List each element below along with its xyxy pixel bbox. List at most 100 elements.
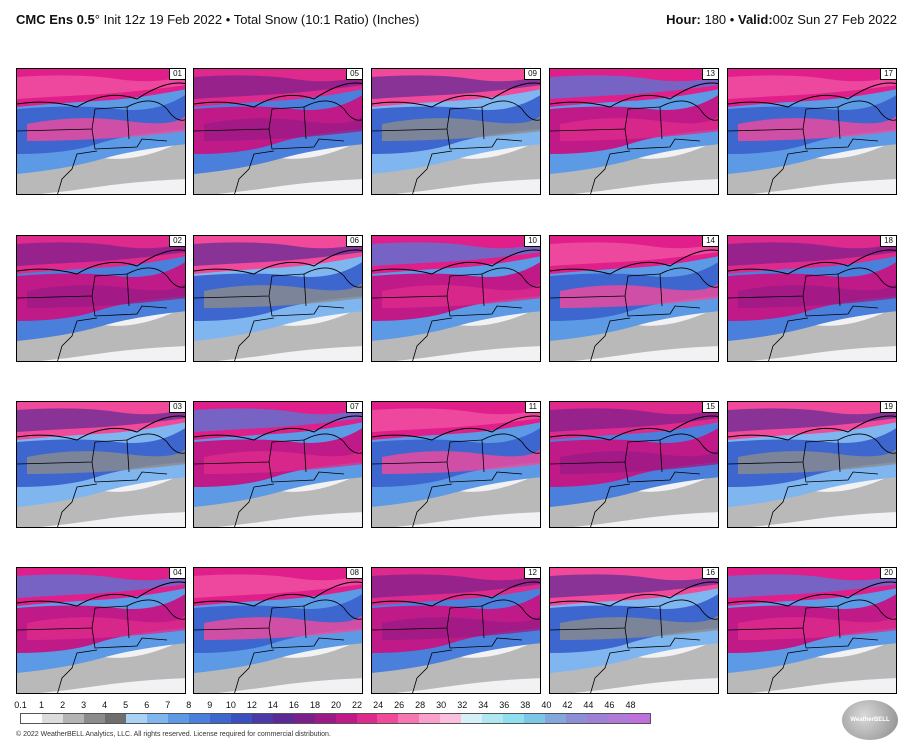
snowfall-map <box>728 236 896 361</box>
colorbar-tick-label: 34 <box>478 700 489 710</box>
colorbar-swatch <box>230 714 252 723</box>
snowfall-map <box>17 236 185 361</box>
snowfall-map <box>194 69 362 194</box>
weatherbell-logo: WeatherBELL <box>842 700 898 740</box>
degree-symbol: ° <box>94 12 100 27</box>
colorbar-tick-label: 8 <box>186 700 192 710</box>
colorbar-swatch <box>356 714 378 723</box>
member-number-label: 05 <box>346 69 362 80</box>
bullet-separator: • <box>225 12 231 27</box>
colorbar-tick-label: 6 <box>144 700 150 710</box>
ensemble-member-panel: 14 <box>549 235 719 362</box>
ensemble-member-panel: 16 <box>549 567 719 694</box>
member-number-label: 20 <box>880 568 896 579</box>
colorbar-swatch <box>293 714 315 723</box>
snowfall-map <box>194 568 362 693</box>
ensemble-member-panel: 09 <box>371 68 541 195</box>
chart-title: CMC Ens 0.5° Init 12z 19 Feb 2022 • Tota… <box>16 12 419 27</box>
colorbar-tick-label: 44 <box>583 700 594 710</box>
colorbar-swatch <box>188 714 210 723</box>
colorbar-swatch <box>461 714 483 723</box>
colorbar-swatch <box>62 714 84 723</box>
member-number-label: 06 <box>346 236 362 247</box>
ensemble-member-panel: 13 <box>549 68 719 195</box>
valid-value: 00z Sun 27 Feb 2022 <box>772 12 897 27</box>
member-number-label: 17 <box>880 69 896 80</box>
colorbar-tick-label: 22 <box>352 700 363 710</box>
colorbar-tick-label: 1 <box>39 700 45 710</box>
colorbar-swatch <box>524 714 546 723</box>
colorbar-tick-label: 2 <box>60 700 66 710</box>
snowfall-map <box>194 236 362 361</box>
snowfall-map <box>372 236 540 361</box>
ensemble-member-panel: 02 <box>16 235 186 362</box>
colorbar-swatch <box>587 714 609 723</box>
colorbar-tick-label: 18 <box>309 700 320 710</box>
colorbar-swatch <box>566 714 588 723</box>
colorbar-tick-label: 46 <box>604 700 615 710</box>
init-time: Init 12z 19 Feb 2022 <box>103 12 223 27</box>
colorbar-tick-label: 36 <box>499 700 510 710</box>
colorbar-swatch <box>482 714 504 723</box>
ensemble-member-panel: 07 <box>193 401 363 528</box>
ensemble-member-panel: 11 <box>371 401 541 528</box>
member-number-label: 19 <box>880 402 896 413</box>
colorbar-tick-label: 0.1 <box>14 700 27 710</box>
model-name: CMC Ens 0.5 <box>16 12 95 27</box>
ensemble-member-panel: 18 <box>727 235 897 362</box>
member-number-label: 02 <box>169 236 185 247</box>
colorbar-tick-label: 42 <box>562 700 573 710</box>
member-number-label: 07 <box>346 402 362 413</box>
colorbar-swatch <box>21 714 42 723</box>
colorbar-swatch <box>377 714 399 723</box>
ensemble-member-panel: 15 <box>549 401 719 528</box>
valid-label: Valid: <box>737 12 773 27</box>
member-number-label: 03 <box>169 402 185 413</box>
ensemble-member-panel: 06 <box>193 235 363 362</box>
colorbar-tick-label: 20 <box>331 700 342 710</box>
product-name: Total Snow (10:1 Ratio) (Inches) <box>233 12 420 27</box>
colorbar-swatch <box>167 714 189 723</box>
colorbar-swatch <box>335 714 357 723</box>
ensemble-member-panel: 19 <box>727 401 897 528</box>
member-number-label: 15 <box>702 402 718 413</box>
logo-text: WeatherBELL <box>850 717 890 723</box>
member-number-label: 09 <box>524 69 540 80</box>
colorbar-tick-label: 4 <box>102 700 108 710</box>
colorbar-swatch <box>41 714 63 723</box>
colorbar-tick-labels: 0.1 1 2 3 4 5 6 7 8 9 10 12 14 16 18 20 22 24 26 28 30 32 34 36… <box>14 700 651 712</box>
member-number-label: 08 <box>346 568 362 579</box>
colorbar-swatch <box>314 714 336 723</box>
colorbar-swatch <box>503 714 525 723</box>
colorbar-tick-label: 24 <box>373 700 384 710</box>
ensemble-member-panel: 03 <box>16 401 186 528</box>
ensemble-member-panel: 05 <box>193 68 363 195</box>
ensemble-member-panel: 04 <box>16 567 186 694</box>
member-number-label: 14 <box>702 236 718 247</box>
colorbar-swatch <box>545 714 567 723</box>
colorbar-swatch <box>272 714 294 723</box>
colorbar-swatch <box>209 714 231 723</box>
snowfall-map <box>194 402 362 527</box>
snowfall-map <box>728 69 896 194</box>
snowfall-map <box>550 69 718 194</box>
member-number-label: 16 <box>702 568 718 579</box>
snowfall-map <box>372 69 540 194</box>
snowfall-map <box>550 568 718 693</box>
colorbar-tick-label: 7 <box>165 700 171 710</box>
member-number-label: 13 <box>702 69 718 80</box>
colorbar-tick-label: 32 <box>457 700 468 710</box>
snowfall-map <box>17 69 185 194</box>
colorbar-tick-label: 28 <box>415 700 426 710</box>
colorbar-tick-label: 10 <box>225 700 236 710</box>
colorbar-swatch <box>125 714 147 723</box>
snowfall-map <box>372 402 540 527</box>
ensemble-member-panel: 01 <box>16 68 186 195</box>
bullet-separator-2: • <box>729 12 735 27</box>
colorbar-swatch <box>146 714 168 723</box>
ensemble-member-panel: 12 <box>371 567 541 694</box>
snowfall-map <box>17 568 185 693</box>
colorbar-tick-label: 16 <box>288 700 299 710</box>
colorbar-swatch <box>83 714 105 723</box>
ensemble-member-panel: 10 <box>371 235 541 362</box>
